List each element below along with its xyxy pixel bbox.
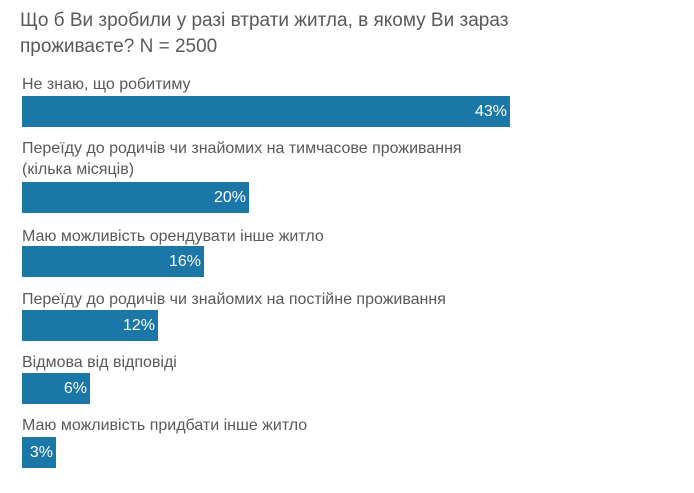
bar: 12% — [22, 310, 158, 341]
bar: 3% — [22, 437, 56, 468]
data-label: 43% — [474, 103, 507, 120]
chart-title: Що б Ви зробили у разі втрати житла, в я… — [20, 10, 509, 57]
category-label: Відмова від відповіді — [22, 354, 177, 371]
category-label: Переїду до родичів чи знайомих на тимчас… — [22, 140, 462, 178]
data-label: 12% — [122, 317, 155, 334]
bar: 16% — [22, 246, 204, 277]
category-label: Не знаю, що робитиму — [22, 76, 191, 93]
bar: 43% — [22, 96, 510, 127]
data-label: 20% — [213, 189, 246, 206]
bar: 20% — [22, 182, 249, 213]
data-label: 3% — [29, 444, 53, 461]
category-label: Маю можливість орендувати інше житло — [22, 228, 324, 245]
bar: 6% — [22, 373, 90, 404]
data-label: 16% — [168, 253, 201, 270]
category-label: Переїду до родичів чи знайомих на постій… — [22, 291, 446, 308]
data-label: 6% — [63, 380, 87, 397]
category-label: Маю можливість придбати інше житло — [22, 417, 308, 434]
